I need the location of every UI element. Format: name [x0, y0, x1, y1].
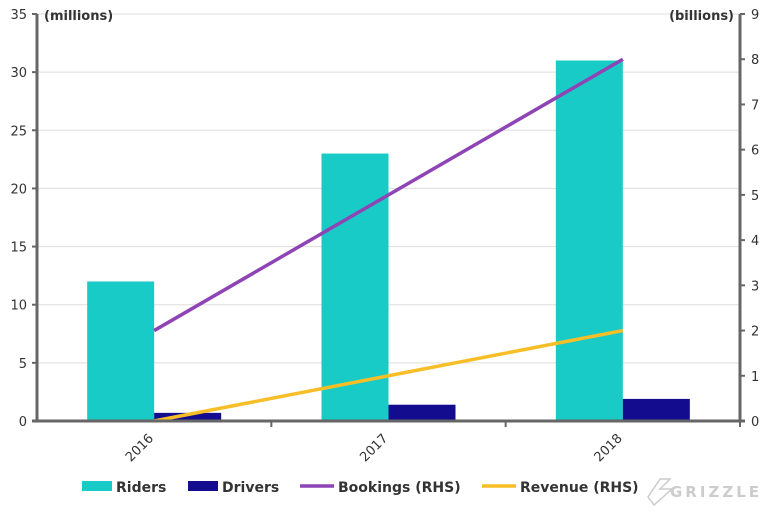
- left-tick-label: 30: [10, 66, 27, 81]
- watermark-text: GRIZZLE: [670, 483, 762, 501]
- right-tick-label: 3: [751, 279, 759, 294]
- left-tick-label: 10: [10, 299, 27, 314]
- line-bookings: [153, 57, 624, 333]
- right-tick-label: 0: [751, 415, 759, 430]
- right-axis-unit: (billions): [669, 9, 734, 24]
- x-tick-label: 2018: [592, 431, 626, 465]
- x-tick-label: 2017: [357, 431, 391, 465]
- left-tick-label: 35: [10, 8, 27, 23]
- right-tick-label: 7: [751, 98, 759, 113]
- legend-label: Riders: [116, 480, 166, 496]
- line-revenue: [153, 328, 624, 423]
- grizzle-logo: GRIZZLE: [647, 478, 762, 507]
- bar-drivers-2017: [388, 404, 456, 421]
- left-tick-label: 5: [19, 357, 27, 372]
- right-tick-label: 1: [751, 370, 759, 385]
- left-tick-label: 25: [10, 124, 27, 139]
- left-axis-unit: (millions): [44, 9, 113, 24]
- legend-swatch: [82, 481, 112, 491]
- bar-riders-2018: [555, 60, 623, 422]
- left-tick-label: 0: [19, 415, 27, 430]
- bar-drivers-2018: [622, 398, 690, 421]
- bar-riders-2016: [87, 281, 155, 421]
- right-tick-label: 5: [751, 189, 759, 204]
- legend-label: Drivers: [222, 480, 279, 496]
- bar-drivers-2016: [154, 412, 222, 421]
- right-tick-label: 2: [751, 325, 759, 340]
- legend-swatch: [188, 481, 218, 491]
- left-tick-label: 20: [10, 182, 27, 197]
- legend-label: Revenue (RHS): [520, 480, 639, 496]
- right-tick-label: 8: [751, 53, 759, 68]
- x-tick-label: 2016: [123, 431, 157, 465]
- left-tick-label: 15: [10, 241, 27, 256]
- right-tick-label: 4: [751, 234, 759, 249]
- right-tick-label: 6: [751, 144, 759, 159]
- right-tick-label: 9: [751, 8, 759, 23]
- legend-label: Bookings (RHS): [338, 480, 461, 496]
